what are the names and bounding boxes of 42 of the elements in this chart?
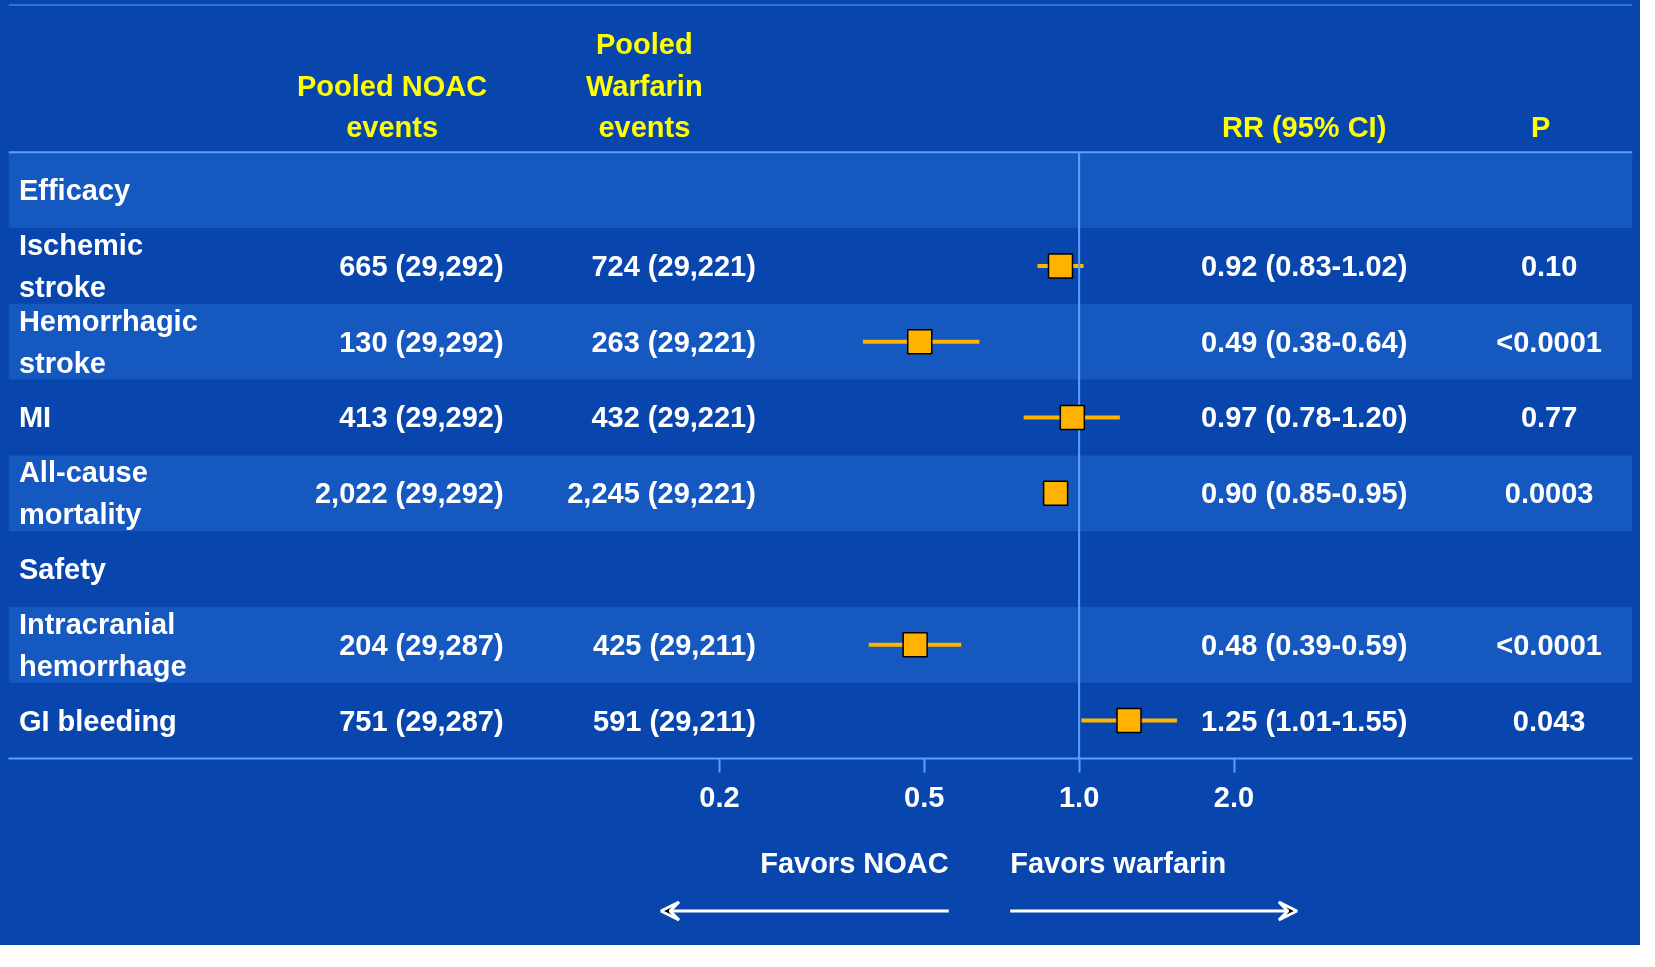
annotation: 0.90 (0.85-0.95) <box>1200 477 1408 510</box>
annotation: 425 (29,211) <box>593 628 756 661</box>
annotation: 130 (29,292) <box>339 325 504 358</box>
annotation: 0.043 <box>1512 704 1586 737</box>
y-tick-label: All-cause mortality <box>18 456 148 531</box>
annotation: 0.0003 <box>1504 477 1594 510</box>
y-tick-label: MI <box>18 401 52 434</box>
annotation: 1.25 (1.01-1.55) <box>1200 704 1408 737</box>
annotation: 432 (29,221) <box>591 401 756 434</box>
annotation: 0.48 (0.39-0.59) <box>1200 628 1408 661</box>
x-tick-label: 0.2 <box>699 780 740 813</box>
text: Favors warfarin <box>1010 846 1227 879</box>
text: Pooled Warfarin events <box>586 27 703 144</box>
annotation: 0.92 (0.83-1.02) <box>1200 249 1408 282</box>
x-tick-label: 1.0 <box>1058 780 1100 813</box>
y-tick-label: Safety <box>18 553 106 586</box>
annotation: 2,022 (29,292) <box>314 477 504 510</box>
annotation: 665 (29,292) <box>339 249 504 282</box>
annotation: 204 (29,287) <box>339 628 504 661</box>
annotation: <0.0001 <box>1496 628 1602 661</box>
annotation: 2,245 (29,221) <box>567 477 756 510</box>
text: RR (95% CI) <box>1221 111 1387 144</box>
x-tick-label: 0.5 <box>904 780 945 813</box>
text: P <box>1531 111 1551 144</box>
annotation: 724 (29,221) <box>591 249 756 282</box>
text: Favors NOAC <box>760 846 949 879</box>
annotation: 263 (29,221) <box>591 325 756 358</box>
annotation: 0.77 <box>1520 401 1578 434</box>
x-tick-label: 2.0 <box>1213 780 1255 813</box>
annotation: 751 (29,287) <box>339 704 504 737</box>
annotation: 0.97 (0.78-1.20) <box>1200 401 1408 434</box>
y-tick-label: Efficacy <box>18 174 131 207</box>
y-tick-label: Hemorrhagic stroke <box>18 304 198 379</box>
annotation: <0.0001 <box>1496 325 1602 358</box>
y-tick-label: Intracranial hemorrhage <box>18 608 187 682</box>
y-tick-label: GI bleeding <box>18 704 177 737</box>
annotation: 591 (29,211) <box>593 704 756 737</box>
annotation: 413 (29,292) <box>339 401 504 434</box>
annotation: 0.49 (0.38-0.64) <box>1200 325 1408 358</box>
y-tick-label: Ischemic stroke <box>18 229 144 303</box>
text: Pooled NOAC events <box>297 69 488 144</box>
annotation: 0.10 <box>1520 249 1578 282</box>
